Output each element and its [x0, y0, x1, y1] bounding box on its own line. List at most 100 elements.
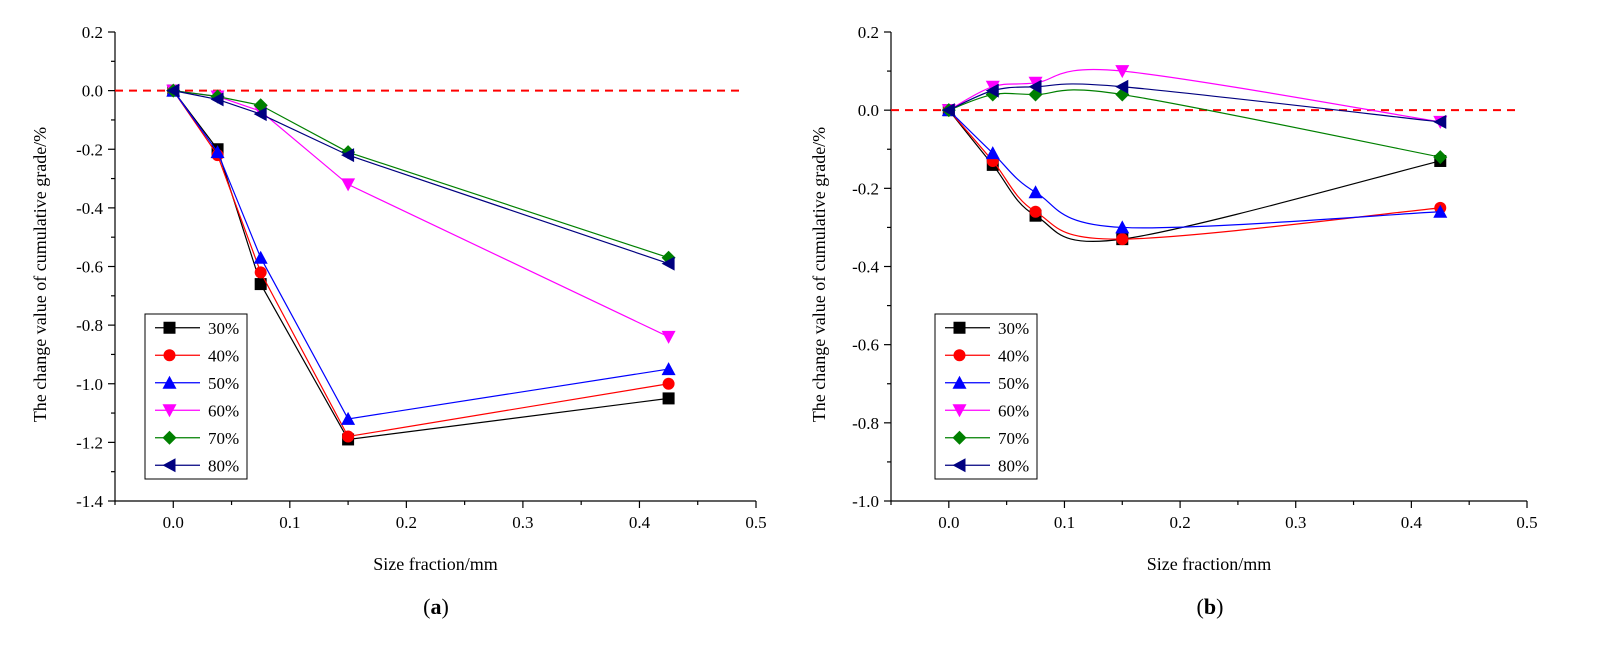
- series-30pct: [942, 104, 1447, 246]
- legend-marker: [162, 458, 176, 473]
- y-axis-title: The change value of cumulative grade/%: [30, 127, 50, 422]
- data-point: [661, 362, 676, 376]
- y-tick-label: -1.2: [76, 433, 103, 452]
- legend-label: 80%: [208, 456, 239, 475]
- series-line: [173, 90, 669, 259]
- chart-panel-b: -1.0 -0.8 -0.6 -0.4 -0.2 0.0 0.2 0.0 0.1 0.2 0.3 0.…: [809, 23, 1538, 619]
- data-point: [1028, 79, 1042, 94]
- data-point: [662, 392, 675, 405]
- data-point: [985, 83, 999, 98]
- data-point: [1115, 79, 1129, 94]
- y-tick-label: -0.2: [76, 140, 103, 159]
- series-line: [173, 90, 669, 338]
- legend-label: 50%: [208, 374, 239, 393]
- y-tick-label: -0.6: [852, 336, 879, 355]
- data-point: [254, 278, 267, 291]
- x-tick-label: 0.1: [279, 513, 300, 532]
- legend-label: 50%: [998, 374, 1029, 393]
- data-point: [661, 330, 676, 344]
- y-tick-label: -0.8: [852, 414, 879, 433]
- data-point: [210, 92, 224, 107]
- legend-label: 30%: [998, 319, 1029, 338]
- data-point: [341, 178, 356, 192]
- legend-label: 70%: [998, 429, 1029, 448]
- y-tick-label: -0.6: [76, 258, 103, 277]
- x-tick-label: 0.5: [745, 513, 766, 532]
- x-axis-title: Size fraction/mm: [373, 554, 497, 574]
- data-point: [1116, 233, 1129, 246]
- data-point: [210, 145, 225, 159]
- series-70pct: [941, 87, 1448, 165]
- legend: 30% 40% 50% 60% 70% 80%: [144, 313, 248, 480]
- y-tick-label: -1.0: [76, 375, 103, 394]
- data-point: [166, 83, 180, 98]
- legend-marker: [953, 349, 966, 362]
- y-tick-label: -1.4: [76, 492, 103, 511]
- legend-marker: [952, 404, 967, 418]
- y-tick-label: -1.0: [852, 492, 879, 511]
- series-line: [172, 90, 669, 441]
- series-line: [172, 90, 669, 420]
- legend-label: 60%: [998, 401, 1029, 420]
- legend-label: 30%: [208, 319, 239, 338]
- legend-marker: [952, 430, 967, 445]
- series-70pct: [166, 83, 676, 265]
- y-tick-label: 0.0: [858, 101, 879, 120]
- y-tick-label: 0.2: [82, 23, 103, 42]
- x-tick-label: 0.5: [1516, 513, 1537, 532]
- y-tick-label: -0.2: [852, 179, 879, 198]
- series-60pct: [941, 65, 1448, 129]
- x-axis-title: Size fraction/mm: [1147, 554, 1271, 574]
- x-tick-label: 0.4: [629, 513, 651, 532]
- x-tick-label: 0.1: [1054, 513, 1075, 532]
- legend-box: [144, 313, 248, 480]
- series-line: [948, 109, 1441, 229]
- series-line: [948, 109, 1441, 240]
- legend-marker: [953, 321, 966, 334]
- data-point: [1433, 204, 1448, 218]
- data-point: [1115, 65, 1130, 79]
- data-point: [1433, 150, 1448, 165]
- data-point: [341, 411, 356, 425]
- series-50pct: [941, 103, 1448, 234]
- x-tick-label: 0.3: [512, 513, 533, 532]
- legend-marker: [162, 404, 177, 418]
- legend-marker: [163, 349, 176, 362]
- legend-marker: [163, 321, 176, 334]
- data-point: [662, 377, 675, 390]
- data-point: [341, 148, 355, 163]
- data-point: [1028, 185, 1043, 199]
- x-tick-label: 0.4: [1401, 513, 1423, 532]
- series-line: [948, 89, 1441, 158]
- panel-label: (a): [423, 594, 449, 619]
- data-point: [342, 430, 355, 443]
- x-tick-label: 0.3: [1285, 513, 1306, 532]
- panel-label: (b): [1197, 594, 1224, 619]
- data-point: [1433, 114, 1447, 129]
- y-tick-label: 0.0: [82, 82, 103, 101]
- x-tick-label: 0.0: [938, 513, 959, 532]
- series-line: [172, 90, 669, 438]
- series-80pct: [166, 83, 675, 271]
- legend-marker: [952, 458, 966, 473]
- data-point: [1115, 220, 1130, 234]
- legend-marker: [952, 375, 967, 389]
- series-80pct: [941, 79, 1447, 129]
- legend-box: [934, 313, 1038, 480]
- x-tick-label: 0.2: [396, 513, 417, 532]
- legend-label: 60%: [208, 401, 239, 420]
- chart-panel-a: -1.4 -1.2 -1.0 -0.8 -0.6 -0.4 -0.2 0.0 0.2 0.0 0.1…: [30, 23, 767, 619]
- data-point: [941, 103, 955, 118]
- series-line: [948, 83, 1441, 123]
- legend-marker: [162, 430, 177, 445]
- data-point: [1029, 205, 1042, 218]
- data-point: [253, 107, 267, 122]
- y-tick-label: -0.4: [852, 258, 879, 277]
- x-tick-label: 0.2: [1169, 513, 1190, 532]
- data-point: [253, 250, 268, 264]
- legend-label: 40%: [208, 346, 239, 365]
- data-point: [254, 266, 267, 279]
- series-line: [948, 109, 1441, 243]
- y-tick-label: -0.8: [76, 316, 103, 335]
